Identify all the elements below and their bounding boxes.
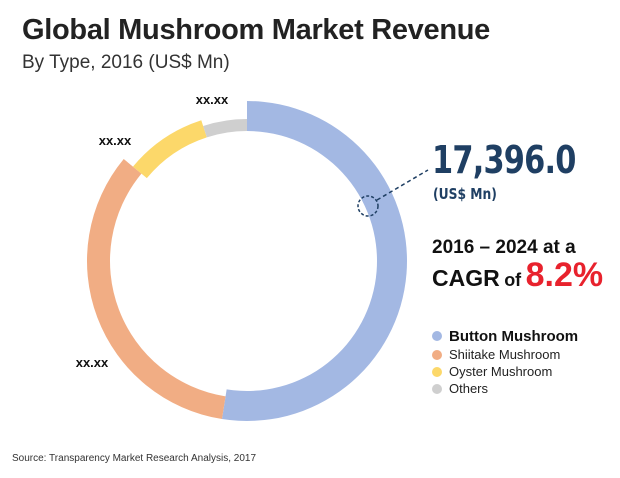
legend-label: Others bbox=[449, 381, 489, 396]
legend-swatch-others bbox=[432, 383, 442, 394]
cagr-of: of bbox=[504, 270, 522, 290]
legend-swatch-button bbox=[432, 331, 442, 341]
donut-slice-others bbox=[203, 119, 247, 138]
legend-label: Oyster Mushroom bbox=[449, 364, 553, 379]
donut-slice-shiitake bbox=[87, 159, 226, 420]
legend-item-others: Others bbox=[432, 380, 578, 397]
cagr-statement: CAGR of 8.2% bbox=[432, 256, 603, 295]
cagr-word: CAGR bbox=[432, 265, 500, 291]
page-subtitle: By Type, 2016 (US$ Mn) bbox=[22, 52, 230, 73]
callout-leader-line bbox=[376, 169, 429, 201]
slice-label-oyster: xx.xx bbox=[99, 133, 132, 148]
chart-legend: Button Mushroom Shiitake Mushroom Oyster… bbox=[432, 326, 578, 397]
legend-label: Button Mushroom bbox=[449, 327, 579, 345]
legend-item-shiitake: Shiitake Mushroom bbox=[432, 346, 578, 363]
source-note: Source: Transparency Market Research Ana… bbox=[12, 453, 257, 464]
donut-slice-button bbox=[221, 101, 408, 421]
callout-circle bbox=[357, 195, 379, 217]
slice-label-others: xx.xx bbox=[196, 92, 229, 107]
total-revenue-unit: (US$ Mn) bbox=[433, 185, 497, 203]
page-title: Global Mushroom Market Revenue bbox=[22, 14, 490, 46]
total-revenue-value: 17,396.0 bbox=[432, 138, 576, 182]
legend-label: Shiitake Mushroom bbox=[449, 347, 561, 362]
legend-swatch-oyster bbox=[432, 366, 442, 377]
slice-label-shiitake: xx.xx bbox=[76, 355, 109, 370]
legend-swatch-shiitake bbox=[432, 349, 442, 360]
legend-item-button: Button Mushroom bbox=[432, 326, 578, 346]
cagr-value: 8.2% bbox=[525, 256, 604, 294]
donut-slice-oyster bbox=[132, 120, 207, 179]
legend-item-oyster: Oyster Mushroom bbox=[432, 363, 578, 380]
cagr-period: 2016 – 2024 at a bbox=[432, 237, 576, 258]
